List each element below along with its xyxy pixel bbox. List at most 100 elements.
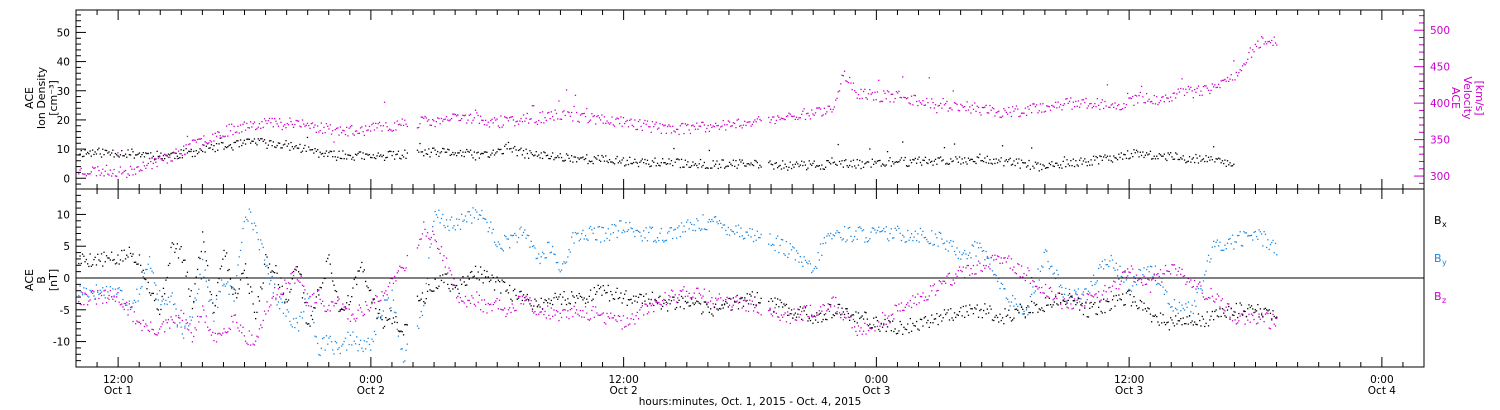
velocity-point [1249, 47, 1251, 49]
by-point [1130, 290, 1133, 292]
velocity-point [611, 116, 613, 118]
density-point [1010, 164, 1013, 166]
by-point [342, 343, 344, 345]
velocity-point [980, 114, 982, 116]
by-point [505, 236, 507, 238]
density-point [1175, 152, 1177, 154]
bx-point [1176, 323, 1178, 325]
bx-point [148, 292, 151, 294]
by-point [1057, 274, 1059, 276]
velocity-point [577, 120, 579, 122]
velocity-point [373, 129, 376, 131]
bx-point [572, 295, 574, 297]
by-point [435, 214, 437, 216]
bx-point [1079, 309, 1081, 311]
density-point [291, 146, 293, 148]
bz-point [600, 314, 602, 316]
bz-point [899, 310, 901, 312]
bx-point [1098, 306, 1100, 308]
bx-point [789, 313, 791, 315]
velocity-point [88, 173, 90, 175]
bx-point [883, 324, 885, 326]
bx-point [677, 301, 679, 304]
by-point [1252, 239, 1254, 241]
density-point [1168, 153, 1170, 156]
by-point [315, 336, 317, 338]
bz-point [1202, 296, 1205, 298]
bx-point [1255, 310, 1258, 312]
velocity-point [474, 109, 477, 111]
velocity-point [1009, 111, 1011, 114]
b-tick-label: 10 [57, 209, 70, 221]
density-point [774, 162, 776, 165]
velocity-point [865, 97, 867, 99]
velocity-point [511, 116, 513, 118]
bx-point [658, 296, 660, 299]
bx-point [852, 314, 855, 316]
bx-point [612, 298, 614, 300]
bx-point [1096, 313, 1098, 316]
density-point [845, 159, 847, 161]
velocity-point [1004, 109, 1006, 112]
by-point [155, 284, 157, 286]
velocity-point [1119, 109, 1121, 111]
bz-point [143, 325, 146, 328]
bx-point [918, 329, 920, 331]
velocity-point [732, 122, 734, 124]
by-point [79, 285, 81, 287]
by-point [1147, 266, 1149, 268]
density-point [1226, 160, 1229, 162]
bz-point [965, 267, 967, 269]
velocity-point [509, 117, 511, 119]
density-point [1151, 158, 1153, 160]
velocity-point [792, 115, 794, 118]
bz-point [675, 301, 678, 303]
density-point [802, 164, 804, 167]
velocity-point [262, 126, 264, 129]
by-point [1158, 283, 1160, 285]
velocity-point [1022, 112, 1024, 114]
bz-point [1020, 265, 1023, 267]
by-point [272, 292, 274, 294]
bz-point [391, 278, 393, 280]
bx-point [1116, 299, 1119, 302]
bz-point [1038, 286, 1040, 289]
bx-point [1261, 314, 1263, 316]
bz-point [1211, 295, 1213, 297]
density-point [121, 150, 123, 152]
velocity-point [836, 97, 838, 99]
bx-point [617, 297, 619, 300]
velocity-point [1018, 116, 1020, 118]
bz-point [779, 319, 781, 321]
density-point [1132, 156, 1134, 158]
density-point [722, 159, 724, 161]
bz-point [809, 304, 812, 306]
velocity-point [1111, 103, 1114, 105]
density-point [808, 160, 810, 162]
bz-point [981, 270, 983, 272]
bx-point [530, 305, 532, 307]
by-point [578, 240, 580, 242]
velocity-point [966, 101, 968, 103]
bx-point [132, 253, 134, 255]
by-point [421, 314, 424, 317]
by-point [143, 272, 146, 274]
bx-point [370, 289, 372, 291]
velocity-point [122, 172, 124, 174]
bx-point [255, 318, 257, 320]
bx-point [287, 299, 290, 301]
by-point [1085, 288, 1087, 290]
bx-point [707, 306, 709, 308]
by-point [592, 232, 594, 234]
density-point [650, 165, 652, 167]
velocity-point [825, 113, 827, 115]
by-point [294, 326, 296, 329]
bx-point [141, 271, 143, 273]
bz-point [607, 316, 609, 318]
density-point [1110, 160, 1112, 162]
bz-point [1007, 257, 1009, 259]
velocity-point [200, 138, 202, 140]
bx-point [999, 313, 1001, 315]
bx-point [631, 302, 633, 304]
bz-point [1079, 297, 1081, 300]
